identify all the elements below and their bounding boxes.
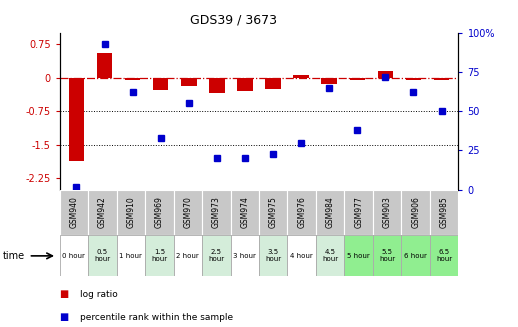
Bar: [373, 235, 401, 276]
Bar: [202, 190, 231, 235]
Bar: [145, 235, 174, 276]
Bar: [287, 190, 316, 235]
Bar: [117, 235, 145, 276]
Bar: [174, 190, 202, 235]
Bar: [401, 235, 430, 276]
Text: GSM977: GSM977: [354, 197, 363, 229]
Bar: [117, 190, 145, 235]
Text: GSM903: GSM903: [383, 197, 392, 229]
Bar: [378, 71, 393, 77]
Text: GSM976: GSM976: [297, 197, 306, 229]
Text: GSM974: GSM974: [240, 197, 249, 229]
Bar: [60, 190, 88, 235]
Text: 4.5
hour: 4.5 hour: [322, 250, 338, 262]
Text: GSM969: GSM969: [155, 197, 164, 229]
Text: GSM970: GSM970: [183, 197, 192, 229]
Text: ■: ■: [60, 312, 69, 322]
Text: log ratio: log ratio: [80, 290, 118, 299]
Bar: [237, 77, 253, 91]
Bar: [350, 77, 365, 80]
Text: 2.5
hour: 2.5 hour: [208, 250, 224, 262]
Text: GSM973: GSM973: [212, 197, 221, 229]
Text: percentile rank within the sample: percentile rank within the sample: [80, 313, 234, 322]
Bar: [430, 235, 458, 276]
Text: 2 hour: 2 hour: [177, 253, 199, 259]
Text: GSM984: GSM984: [326, 197, 335, 229]
Bar: [406, 77, 421, 80]
Bar: [231, 235, 259, 276]
Text: GDS39 / 3673: GDS39 / 3673: [190, 13, 277, 26]
Text: GSM906: GSM906: [411, 197, 420, 229]
Bar: [401, 190, 430, 235]
Bar: [316, 190, 344, 235]
Bar: [316, 235, 344, 276]
Bar: [69, 77, 84, 161]
Bar: [259, 235, 287, 276]
Text: 5.5
hour: 5.5 hour: [379, 250, 395, 262]
Bar: [373, 190, 401, 235]
Bar: [293, 75, 309, 77]
Bar: [209, 77, 225, 93]
Text: 3 hour: 3 hour: [233, 253, 256, 259]
Text: 4 hour: 4 hour: [291, 253, 313, 259]
Text: 1 hour: 1 hour: [119, 253, 142, 259]
Bar: [344, 235, 373, 276]
Bar: [60, 235, 88, 276]
Bar: [97, 53, 112, 77]
Text: GSM942: GSM942: [98, 197, 107, 229]
Bar: [202, 235, 231, 276]
Bar: [153, 77, 168, 90]
Bar: [145, 190, 174, 235]
Bar: [344, 190, 373, 235]
Bar: [181, 77, 196, 86]
Bar: [88, 190, 117, 235]
Bar: [322, 77, 337, 84]
Bar: [430, 190, 458, 235]
Text: 1.5
hour: 1.5 hour: [151, 250, 167, 262]
Text: 3.5
hour: 3.5 hour: [265, 250, 281, 262]
Bar: [259, 190, 287, 235]
Bar: [88, 235, 117, 276]
Text: 6 hour: 6 hour: [404, 253, 427, 259]
Bar: [125, 77, 140, 80]
Bar: [287, 235, 316, 276]
Text: 0 hour: 0 hour: [62, 253, 85, 259]
Bar: [265, 77, 281, 89]
Bar: [231, 190, 259, 235]
Text: ■: ■: [60, 289, 69, 299]
Text: 0.5
hour: 0.5 hour: [94, 250, 110, 262]
Text: GSM910: GSM910: [126, 197, 135, 229]
Text: 5 hour: 5 hour: [348, 253, 370, 259]
Text: GSM940: GSM940: [69, 197, 78, 229]
Text: 6.5
hour: 6.5 hour: [436, 250, 452, 262]
Text: GSM975: GSM975: [269, 197, 278, 229]
Text: GSM985: GSM985: [440, 197, 449, 229]
Bar: [434, 77, 449, 80]
Bar: [174, 235, 202, 276]
Text: time: time: [3, 251, 25, 261]
